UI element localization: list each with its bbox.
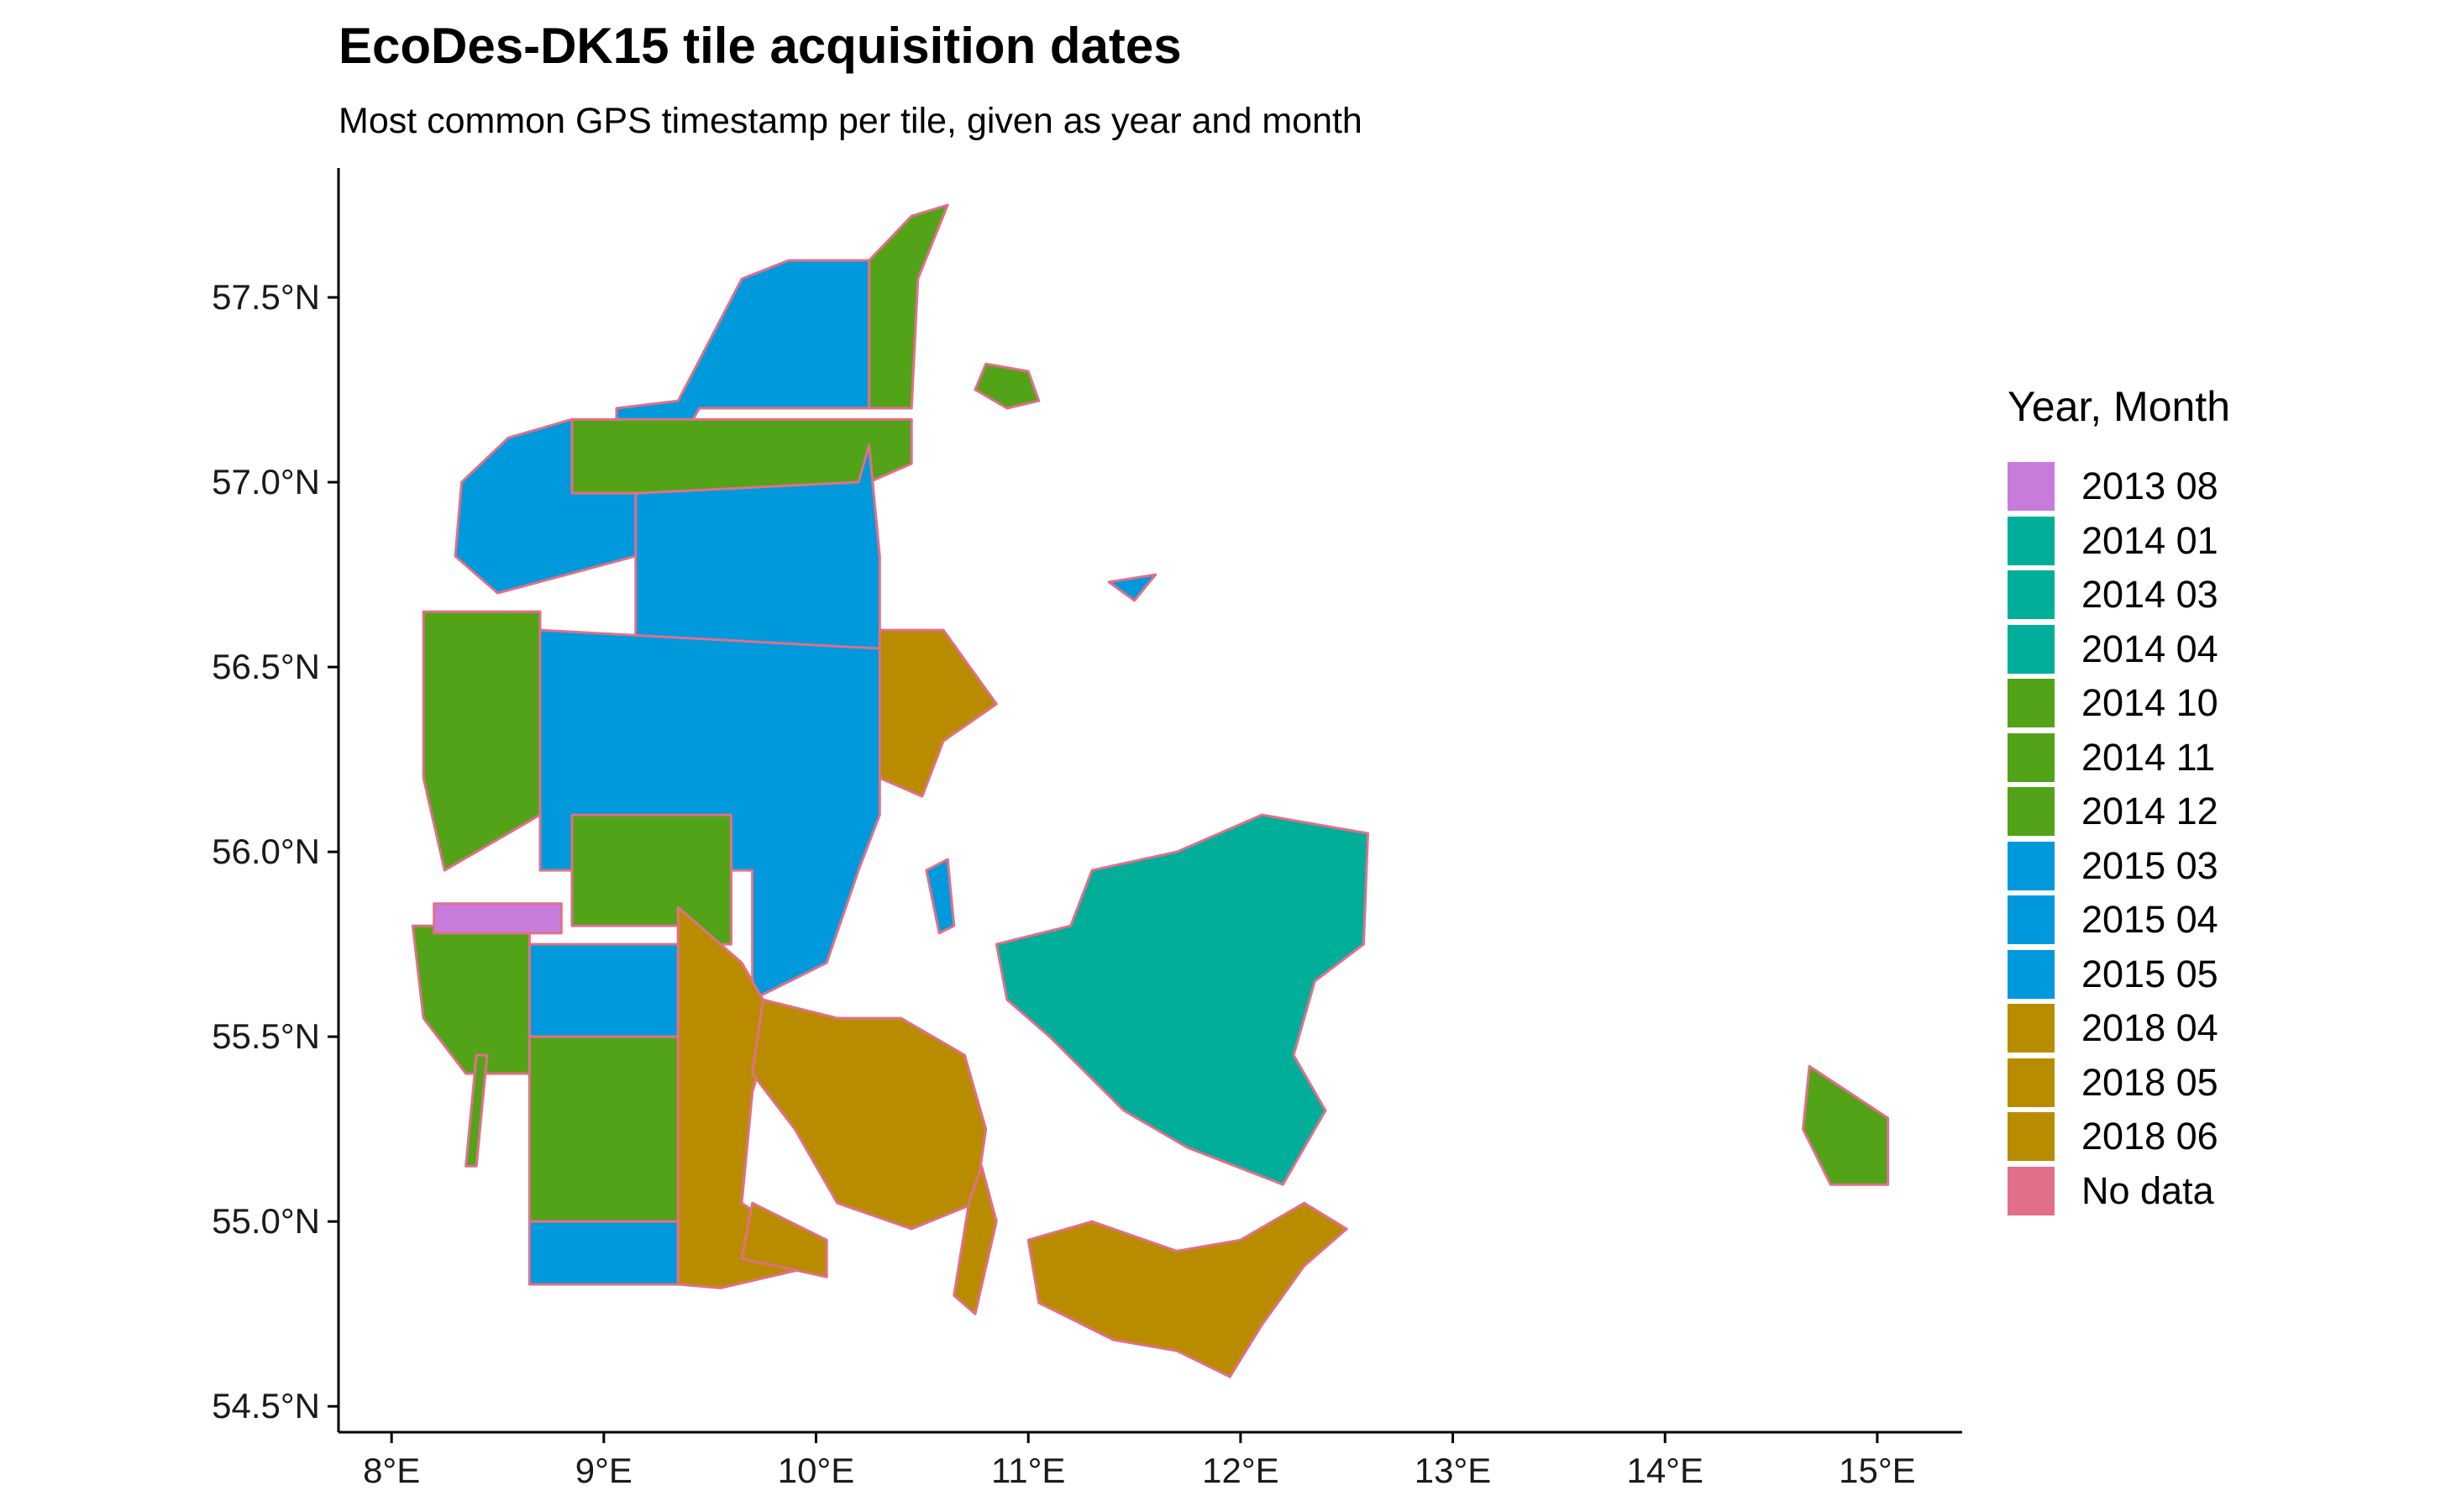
region-vendsyssel-east xyxy=(868,203,949,410)
region-zealand xyxy=(995,813,1369,1186)
legend-swatch xyxy=(2008,516,2055,565)
x-tick-label: 9°E xyxy=(575,1451,632,1490)
region-sonderjylland-blue xyxy=(528,942,680,1038)
region-border-strip xyxy=(528,1220,680,1286)
legend-item: No data xyxy=(2008,1164,2230,1219)
legend-item: 2014 01 xyxy=(2008,514,2230,569)
legend-swatch xyxy=(2008,462,2055,512)
y-tick-label: 54.5°N xyxy=(212,1386,320,1425)
x-tick-label: 12°E xyxy=(1202,1451,1279,1490)
legend-swatch xyxy=(2008,949,2055,999)
y-tick-label: 56.5°N xyxy=(212,647,320,686)
legend-label: 2014 01 xyxy=(2081,518,2218,562)
legend-swatch xyxy=(2008,732,2055,782)
legend-item: 2018 04 xyxy=(2008,1001,2230,1056)
legend-title: Year, Month xyxy=(2008,383,2231,430)
legend-label: 2014 04 xyxy=(2081,627,2218,670)
region-vejle-area xyxy=(570,813,732,946)
legend-swatch xyxy=(2008,570,2055,620)
map-regions xyxy=(411,203,1890,1378)
region-ringkobing-purple xyxy=(433,902,563,935)
legend-label: 2015 04 xyxy=(2081,898,2218,942)
legend-label: 2014 12 xyxy=(2081,790,2218,833)
region-bornholm xyxy=(1802,1064,1890,1186)
legend-swatch xyxy=(2008,1112,2055,1162)
legend-item: 2015 03 xyxy=(2008,839,2230,894)
legend-item: 2013 08 xyxy=(2008,459,2230,514)
legend-item: 2014 12 xyxy=(2008,785,2230,839)
region-sonderjylland-south xyxy=(528,1035,680,1223)
y-tick-label: 55.5°N xyxy=(212,1016,320,1056)
y-tick-label: 57.5°N xyxy=(212,277,320,317)
legend-swatch xyxy=(2008,679,2055,728)
legend-swatch xyxy=(2008,1166,2055,1215)
region-funen xyxy=(751,998,988,1231)
legend-item: 2014 03 xyxy=(2008,568,2230,622)
axes: 8°E 9°E 10°E 11°E 12°E 13°E 14°E 15°E 54.5°N 55.0… xyxy=(212,168,1962,1490)
region-north-jutland-west xyxy=(615,259,871,447)
legend-label: 2015 03 xyxy=(2081,843,2218,887)
region-anholt xyxy=(1107,573,1157,602)
region-als xyxy=(740,1201,828,1278)
legend-label: 2014 11 xyxy=(2081,735,2216,779)
region-west-jutland-strip xyxy=(422,610,542,872)
region-laeso xyxy=(974,362,1041,410)
region-djursland xyxy=(878,628,998,798)
y-tick-label: 56.0°N xyxy=(212,832,320,871)
legend-item: 2018 05 xyxy=(2008,1056,2230,1110)
chart-title: EcoDes-DK15 tile acquisition dates xyxy=(339,18,1182,74)
y-tick-label: 55.0°N xyxy=(212,1201,320,1241)
legend-label: 2018 06 xyxy=(2081,1115,2218,1158)
x-tick-label: 15°E xyxy=(1839,1451,1916,1490)
legend-swatch xyxy=(2008,624,2055,674)
legend-item: 2015 05 xyxy=(2008,948,2230,1002)
legend-item: 2018 06 xyxy=(2008,1110,2230,1164)
region-samso xyxy=(925,858,956,935)
region-esbjerg-area xyxy=(411,924,531,1075)
legend-swatch xyxy=(2008,841,2055,890)
region-lolland-falster xyxy=(1026,1201,1348,1378)
legend-swatch xyxy=(2008,1004,2055,1053)
x-tick-label: 10°E xyxy=(778,1451,855,1490)
x-tick-label: 14°E xyxy=(1626,1451,1703,1490)
region-fano xyxy=(465,1053,489,1168)
legend: Year, Month 2013 08 2014 01 2014 03 2014 04… xyxy=(2008,382,2230,1218)
legend-item: 2014 11 xyxy=(2008,731,2230,785)
legend-label: No data xyxy=(2081,1168,2214,1212)
legend-swatch xyxy=(2008,787,2055,837)
legend-label: 2014 03 xyxy=(2081,573,2218,617)
legend-label: 2018 04 xyxy=(2081,1006,2218,1050)
legend-item: 2014 04 xyxy=(2008,622,2230,677)
legend-items: 2013 08 2014 01 2014 03 2014 04 2014 10 2014 … xyxy=(2008,459,2230,1218)
legend-label: 2015 05 xyxy=(2081,952,2218,995)
x-tick-label: 11°E xyxy=(991,1451,1065,1490)
legend-item: 2015 04 xyxy=(2008,893,2230,948)
legend-swatch xyxy=(2008,1058,2055,1107)
legend-label: 2018 05 xyxy=(2081,1060,2218,1104)
chart-subtitle: Most common GPS timestamp per tile, give… xyxy=(339,101,1362,141)
x-tick-label: 8°E xyxy=(363,1451,420,1490)
x-tick-label: 13°E xyxy=(1415,1451,1492,1490)
region-langeland xyxy=(953,1164,998,1315)
legend-label: 2014 10 xyxy=(2081,681,2218,725)
legend-item: 2014 10 xyxy=(2008,676,2230,731)
legend-label: 2013 08 xyxy=(2081,465,2218,508)
y-tick-label: 57.0°N xyxy=(212,462,320,501)
legend-swatch xyxy=(2008,895,2055,945)
